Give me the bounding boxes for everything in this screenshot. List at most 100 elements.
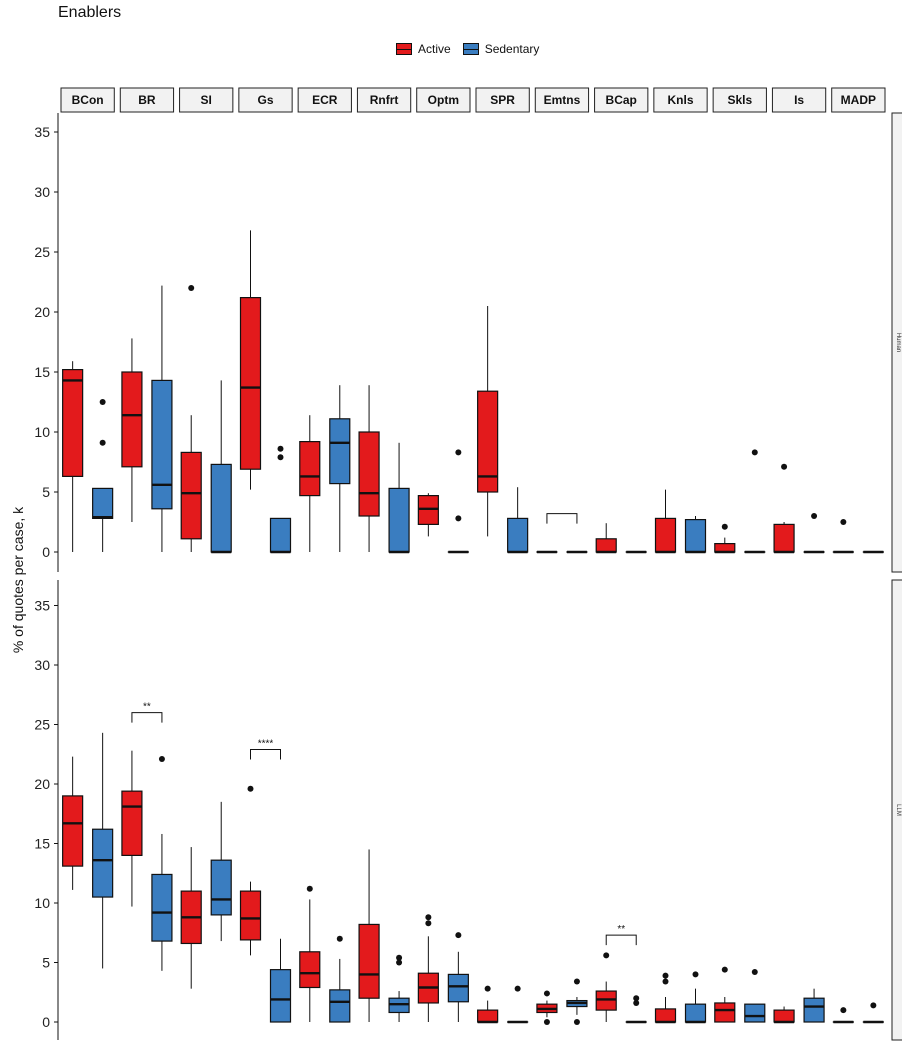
outlier-SI-active (188, 285, 195, 291)
box-BCon-active (62, 795, 84, 867)
box-Rnfrt-active (358, 923, 380, 999)
strip-label-Is: Is (794, 93, 804, 107)
box-ECR-active (299, 951, 321, 989)
box-Skls-active (714, 542, 736, 553)
outlier-BCon-sedentary (99, 399, 106, 405)
sig-bracket-Emtns (546, 513, 578, 524)
y-tick-label: 5 (42, 955, 50, 971)
strip-box-Emtns (534, 87, 590, 113)
strip-box-SPR (475, 87, 530, 113)
box-SPR-active (477, 1009, 499, 1023)
box-BCon-active (62, 369, 84, 478)
chart-title: Enablers (58, 4, 122, 21)
legend-label-active: Active (418, 42, 451, 56)
box-Is-sedentary (803, 997, 825, 1023)
box-SPR-active (477, 390, 499, 493)
outlier-Is-sedentary (811, 513, 818, 519)
box-Is-active (773, 523, 795, 553)
sig-label-Gs: **** (258, 738, 274, 749)
outlier-BR-sedentary (158, 756, 165, 763)
box-Gs-active (239, 297, 262, 470)
y-tick-label: 5 (42, 484, 50, 500)
legend-item-sedentary: Sedentary (462, 42, 540, 56)
box-ECR-sedentary (329, 418, 351, 485)
strip-box-Skls (712, 87, 767, 113)
box-Gs-active (239, 890, 262, 941)
y-tick-label: 20 (34, 304, 50, 320)
box-SI-sedentary (210, 859, 232, 916)
outlier-ECR-sedentary (336, 935, 343, 942)
outlier-BCap-active (603, 952, 610, 959)
y-tick-label: 30 (34, 184, 50, 200)
outlier-Skls-sedentary (751, 969, 758, 976)
panel-strip-Human (891, 112, 902, 573)
box-BCon-sedentary (92, 828, 114, 898)
y-tick-label: 25 (34, 244, 50, 260)
y-tick-label: 15 (34, 364, 50, 380)
outlier-Gs-sedentary (277, 454, 284, 461)
panel-strip-LLM (891, 579, 902, 1041)
box-Knls-sedentary (684, 1003, 707, 1023)
legend-key-sedentary (462, 43, 479, 55)
strip-box-Gs (238, 87, 293, 113)
outlier-BCap-sedentary (633, 995, 640, 1002)
outlier-SPR-sedentary (514, 985, 521, 992)
sig-bracket-BR (131, 712, 163, 723)
strip-box-ECR (297, 87, 352, 113)
outlier-Emtns-sedentary (573, 1019, 580, 1025)
strip-label-Skls: Skls (727, 93, 752, 107)
outlier-Optm-active (425, 920, 432, 927)
outlier-Rnfrt-sedentary (396, 959, 403, 966)
y-tick-label: 35 (34, 124, 50, 140)
sig-bracket-BCap (605, 934, 637, 946)
box-Rnfrt-active (358, 431, 380, 517)
box-SI-active (180, 451, 202, 540)
outlier-Optm-sedentary (455, 449, 462, 456)
box-Optm-active (417, 495, 439, 526)
strip-box-MADP (831, 87, 886, 113)
box-Gs-sedentary (269, 969, 292, 1023)
strip-box-BR (119, 87, 175, 113)
outlier-Emtns-sedentary (573, 978, 580, 985)
strip-label-BR: BR (138, 93, 156, 107)
outlier-Optm-sedentary (455, 932, 462, 939)
outlier-Skls-active (721, 966, 728, 973)
strip-label-Optm: Optm (428, 93, 459, 107)
box-BCon-sedentary (92, 487, 114, 519)
y-tick-label: 25 (34, 717, 50, 733)
strip-label-BCap: BCap (606, 93, 637, 107)
panel-strip-label: LLM (895, 804, 901, 816)
strip-label-Emtns: Emtns (544, 93, 581, 107)
box-Skls-active (714, 1002, 736, 1023)
legend-label-sedentary: Sedentary (484, 42, 540, 56)
y-tick-label: 10 (34, 424, 50, 440)
legend-item-active: Active (396, 42, 451, 56)
strip-box-BCap (594, 87, 649, 113)
sig-label-BR: ** (143, 702, 151, 713)
outlier-Gs-active (247, 785, 254, 792)
strip-label-BCon: BCon (72, 93, 104, 107)
box-BCap-active (595, 538, 617, 553)
outlier-Knls-active (662, 972, 669, 979)
outlier-Gs-sedentary (277, 445, 284, 452)
sig-bracket-Gs (250, 748, 281, 760)
outlier-Emtns-active (543, 990, 550, 997)
box-Optm-sedentary (447, 973, 469, 1003)
outlier-MADP-active (840, 1007, 847, 1014)
outlier-Optm-active (425, 914, 432, 921)
box-Is-active (773, 1009, 795, 1023)
outlier-Knls-sedentary (692, 971, 699, 978)
box-Skls-sedentary (744, 1003, 766, 1023)
outlier-Is-active (781, 463, 788, 470)
strip-box-SI (179, 87, 234, 113)
outlier-Skls-sedentary (751, 449, 758, 456)
outlier-SPR-active (484, 985, 491, 992)
strip-box-Is (771, 87, 827, 113)
strip-label-SI: SI (201, 93, 212, 107)
box-Knls-active (654, 517, 677, 553)
outlier-Optm-sedentary (455, 515, 462, 522)
outlier-BCon-sedentary (99, 439, 106, 446)
legend-key-active (396, 43, 412, 55)
y-tick-label: 30 (34, 657, 50, 673)
y-tick-label: 0 (42, 544, 50, 560)
